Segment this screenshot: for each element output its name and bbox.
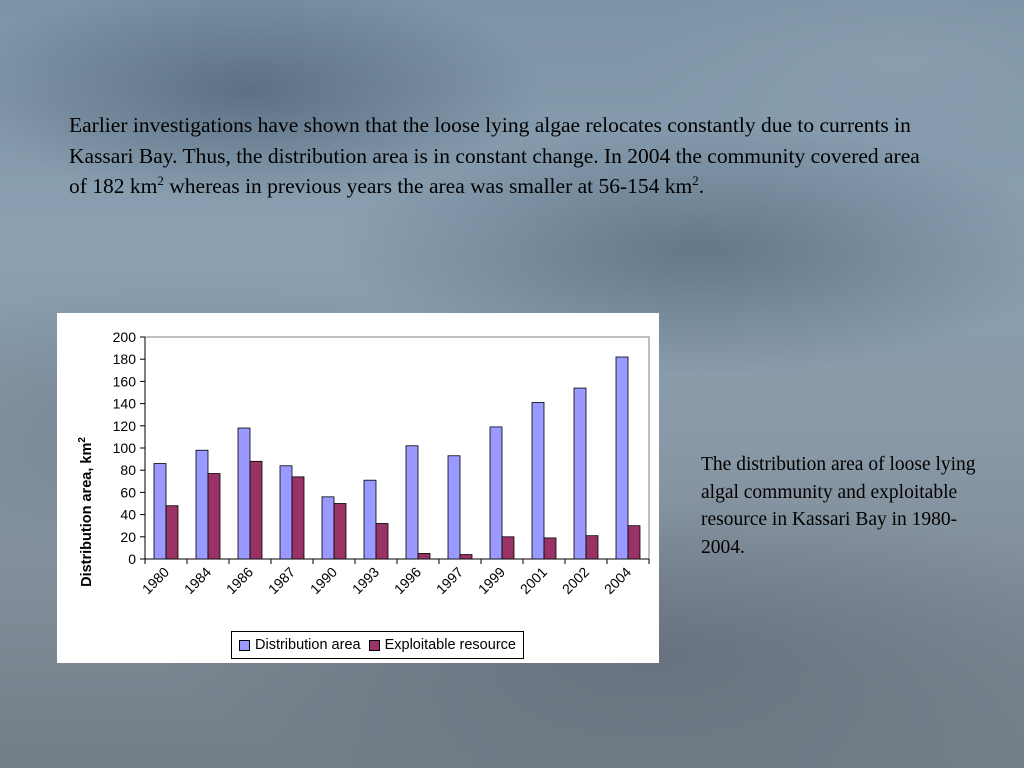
bar-exploitable-resource [585,535,599,560]
bar-exploitable-resource [291,476,305,560]
bar-exploitable-resource [627,525,641,560]
x-tick-label: 1996 [391,564,424,597]
bar-distribution-area [447,455,461,560]
y-tick-label: 80 [120,462,136,478]
bar-exploitable-resource [207,473,221,560]
y-tick-label: 120 [113,418,137,434]
chart-panel: 0 20 40 60 80 100 120 140 160 180 200 1980 1984 1986… [57,313,659,663]
y-axis-label-text: Distribution area, km [79,443,95,587]
bars [153,356,641,560]
x-tick-label: 1997 [433,564,466,597]
y-tick-label: 0 [128,551,136,567]
y-tick-label: 200 [113,329,137,345]
bar-distribution-area [321,496,335,560]
chart-caption: The distribution area of loose lying alg… [701,454,976,558]
bar-exploitable-resource [459,554,473,560]
y-axis: 0 20 40 60 80 100 120 140 160 180 200 [113,329,146,567]
bar-distribution-area [279,465,293,560]
x-tick-label: 1986 [223,564,256,597]
legend-item-distribution: Distribution area [239,637,361,653]
intro-paragraph: Earlier investigations have shown that t… [69,110,929,202]
y-tick-label: 140 [113,396,137,412]
chart-legend: Distribution area Exploitable resource [231,631,524,659]
y-tick-label: 60 [120,484,136,500]
intro-text-3: . [698,174,705,198]
intro-superscript-2: 2 [692,172,699,188]
x-tick-label: 1987 [265,564,298,597]
bar-distribution-area [615,356,629,560]
intro-text-1: Earlier investigations have shown that t… [69,113,920,198]
x-tick-label: 1990 [307,564,340,597]
legend-item-exploitable: Exploitable resource [368,637,516,653]
bar-distribution-area [195,449,209,560]
bar-distribution-area [363,479,377,560]
y-tick-label: 20 [120,529,136,545]
bar-distribution-area [405,445,419,560]
bar-exploitable-resource [165,505,179,560]
x-tick-label: 2004 [601,564,634,597]
bar-exploitable-resource [501,536,515,560]
x-tick-label: 1993 [349,564,382,597]
y-axis-label: Distribution area, km2 [77,437,95,587]
bar-distribution-area [531,402,545,560]
y-tick-label: 160 [113,373,137,389]
bar-distribution-area [153,463,167,560]
bar-chart: 0 20 40 60 80 100 120 140 160 180 200 1980 1984 1986… [77,329,650,597]
bar-distribution-area [237,427,251,560]
y-tick-label: 100 [113,440,137,456]
y-axis-label-superscript: 2 [77,437,88,443]
bar-exploitable-resource [333,503,347,560]
bar-exploitable-resource [543,537,557,560]
x-tick-label: 1980 [139,564,172,597]
bar-exploitable-resource [417,553,431,560]
legend-swatch-exploitable [368,639,380,651]
bar-distribution-area [489,426,503,560]
y-tick-label: 180 [113,351,137,367]
plot-border [144,336,650,560]
x-tick-label: 2002 [559,564,592,597]
legend-label-exploitable: Exploitable resource [384,637,516,653]
x-tick-label: 1984 [181,564,214,597]
plot-area [144,336,650,560]
bar-exploitable-resource [375,523,389,560]
x-tick-label: 2001 [517,564,550,597]
bar-distribution-area [573,387,587,560]
x-axis: 1980 1984 1986 1987 1990 1993 1996 1997 1999 2001… [139,558,650,597]
intro-superscript-1: 2 [157,172,164,188]
intro-text-2: whereas in previous years the area was s… [163,174,693,198]
x-tick-label: 1999 [475,564,508,597]
bar-exploitable-resource [249,460,263,560]
legend-label-distribution: Distribution area [255,637,361,653]
y-tick-label: 40 [120,507,136,523]
legend-swatch-distribution [239,639,250,651]
